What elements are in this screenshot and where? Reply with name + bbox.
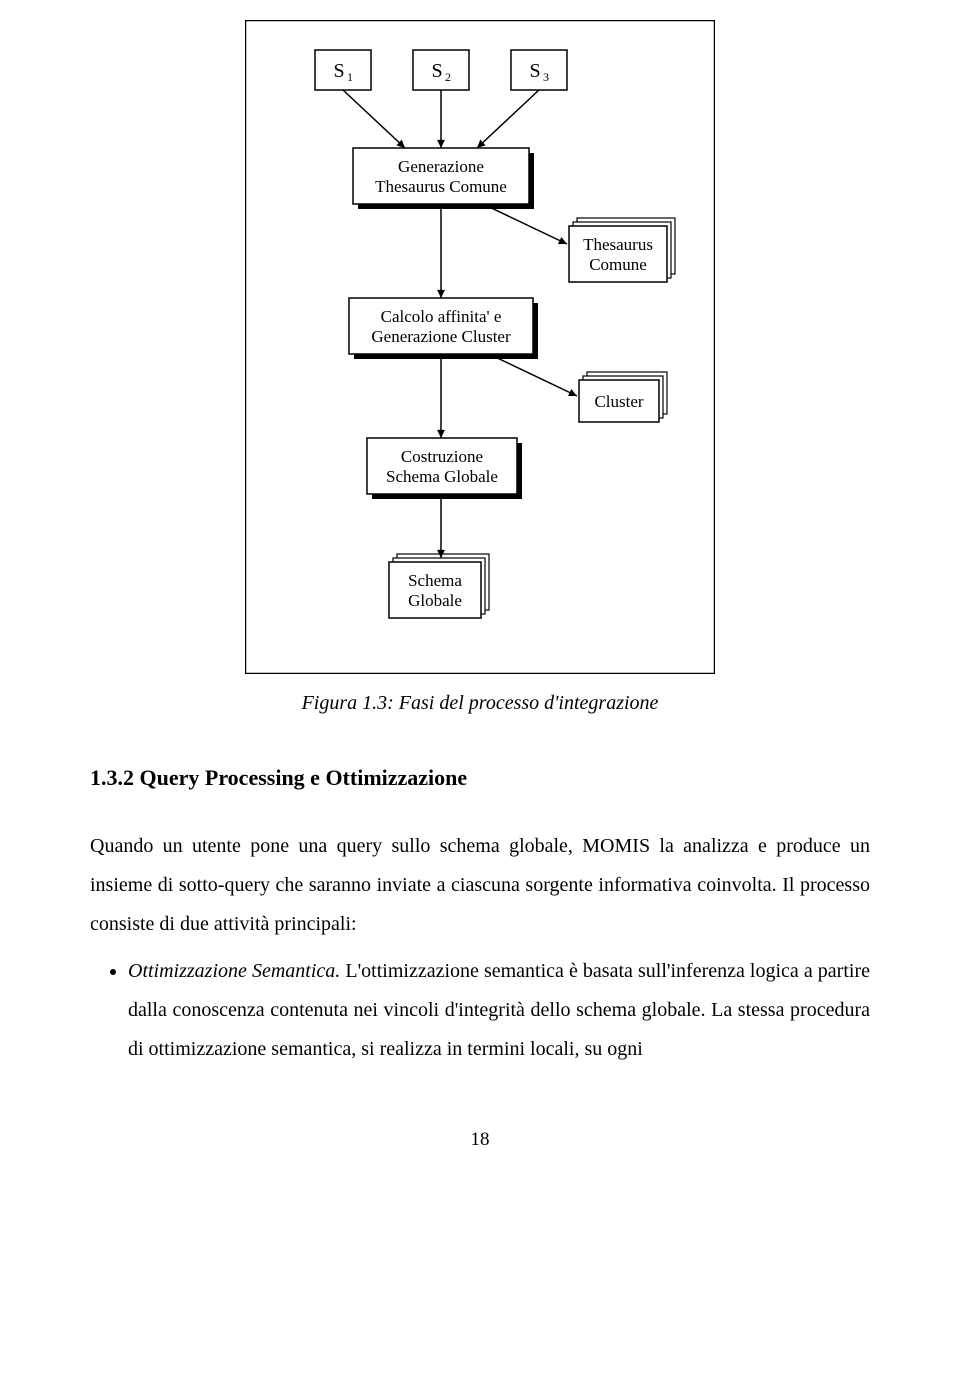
svg-text:S: S	[529, 60, 540, 82]
section-heading: 1.3.2 Query Processing e Ottimizzazione	[90, 765, 870, 791]
svg-text:1: 1	[347, 70, 353, 84]
bullet-item-1: Ottimizzazione Semantica. L'ottimizzazio…	[128, 952, 870, 1069]
svg-text:3: 3	[543, 70, 549, 84]
paragraph-1: Quando un utente pone una query sullo sc…	[90, 827, 870, 944]
figure-caption: Figura 1.3: Fasi del processo d'integraz…	[90, 692, 870, 715]
svg-text:Costruzione: Costruzione	[401, 447, 483, 466]
svg-text:Generazione Cluster: Generazione Cluster	[371, 327, 511, 346]
bullet-list: Ottimizzazione Semantica. L'ottimizzazio…	[108, 952, 870, 1069]
svg-text:S: S	[333, 60, 344, 82]
svg-text:Calcolo affinita' e: Calcolo affinita' e	[381, 307, 502, 326]
svg-text:Thesaurus: Thesaurus	[583, 235, 653, 254]
integration-diagram: S1S2S3GenerazioneThesaurus ComuneCalcolo…	[90, 20, 870, 674]
svg-text:Globale: Globale	[408, 591, 462, 610]
page-number: 18	[90, 1129, 870, 1151]
flowchart-svg: S1S2S3GenerazioneThesaurus ComuneCalcolo…	[245, 20, 715, 674]
svg-text:Comune: Comune	[589, 255, 647, 274]
svg-text:S: S	[431, 60, 442, 82]
bullet-1-label: Ottimizzazione Semantica.	[128, 960, 340, 982]
svg-text:Schema Globale: Schema Globale	[386, 467, 498, 486]
svg-text:Cluster: Cluster	[594, 392, 643, 411]
svg-text:Generazione: Generazione	[398, 157, 484, 176]
svg-text:2: 2	[445, 70, 451, 84]
svg-text:Thesaurus Comune: Thesaurus Comune	[375, 177, 507, 196]
svg-text:Schema: Schema	[408, 571, 462, 590]
